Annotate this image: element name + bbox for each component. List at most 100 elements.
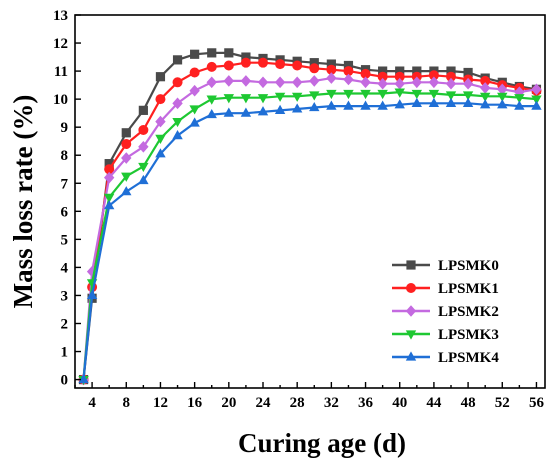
data-point <box>206 61 217 72</box>
series-line <box>82 102 537 380</box>
data-point <box>241 52 251 62</box>
legend-item: LPSMK4 <box>392 350 499 366</box>
data-point <box>360 68 371 79</box>
y-tick-label: 6 <box>61 204 69 220</box>
data-point <box>479 99 491 109</box>
x-tick-label: 20 <box>221 395 236 411</box>
data-point <box>479 82 491 94</box>
data-point <box>121 186 132 196</box>
data-point <box>326 59 336 69</box>
data-point <box>462 77 474 90</box>
data-point <box>104 159 114 169</box>
data-point <box>121 172 132 182</box>
x-tick-label: 16 <box>187 395 203 411</box>
data-point <box>155 115 166 128</box>
data-point <box>360 76 371 89</box>
data-point <box>428 70 439 81</box>
data-point <box>497 92 508 102</box>
x-tick-label: 44 <box>426 395 442 411</box>
data-point <box>155 148 166 158</box>
data-point <box>479 92 491 102</box>
data-point <box>240 107 252 117</box>
y-tick-label: 8 <box>61 148 69 164</box>
data-point <box>531 95 542 105</box>
x-tick-label: 32 <box>324 395 339 411</box>
data-point <box>155 94 166 105</box>
legend-item: LPSMK3 <box>392 327 499 343</box>
x-tick-label: 4 <box>88 395 96 411</box>
legend-label: LPSMK1 <box>438 281 499 297</box>
data-point <box>514 94 525 104</box>
x-tick-label: 8 <box>123 395 131 411</box>
data-point <box>121 139 132 150</box>
series-line <box>82 51 537 380</box>
data-point <box>411 97 423 107</box>
data-point <box>189 117 200 127</box>
legend: LPSMK0 LPSMK1 LPSMK2 LPSMK3 LPSMK4 <box>392 258 499 366</box>
legend-label: LPSMK3 <box>438 327 499 343</box>
y-tick-label: 7 <box>61 176 69 192</box>
plot-area <box>78 48 542 386</box>
data-point <box>462 91 474 101</box>
y-tick-label: 0 <box>61 373 69 389</box>
legend-item: LPSMK0 <box>392 258 499 274</box>
data-point <box>497 99 508 109</box>
x-tick-label: 12 <box>153 395 168 411</box>
data-point <box>103 200 115 210</box>
data-point <box>463 67 473 78</box>
data-point <box>240 75 252 87</box>
y-tick-label: 4 <box>61 260 69 276</box>
data-point <box>155 134 166 144</box>
data-point <box>121 128 131 138</box>
legend-label: LPSMK2 <box>438 304 499 320</box>
data-point <box>224 48 234 58</box>
data-point <box>343 100 354 110</box>
data-point <box>291 103 303 113</box>
data-point <box>275 59 286 70</box>
legend-swatch-marker <box>406 260 416 270</box>
data-point <box>223 60 234 71</box>
data-point <box>257 94 269 104</box>
data-point <box>428 89 440 100</box>
data-point <box>172 129 183 140</box>
data-point <box>138 174 149 185</box>
data-point <box>172 97 183 110</box>
legend-swatch-marker <box>405 330 417 340</box>
data-point <box>378 66 388 76</box>
data-point <box>514 100 525 110</box>
series-line <box>82 90 537 380</box>
x-tick-label: 24 <box>256 395 272 411</box>
data-point <box>446 66 456 76</box>
legend-swatch-marker <box>405 305 417 317</box>
y-axis-title: Mass loss rate (%) <box>8 95 38 309</box>
x-tick-label: 52 <box>495 395 510 411</box>
data-point <box>309 75 320 87</box>
legend-item: LPSMK1 <box>392 281 499 297</box>
data-point <box>412 66 422 76</box>
data-point <box>257 76 269 89</box>
legend-swatch-marker <box>405 351 417 361</box>
data-point <box>462 97 474 107</box>
y-tick-label: 12 <box>53 36 68 52</box>
series-line <box>82 76 537 380</box>
data-point <box>309 58 319 68</box>
data-point <box>86 289 98 300</box>
data-point <box>138 105 148 115</box>
data-point <box>497 83 508 96</box>
x-axis-title: Curing age (d) <box>238 428 406 458</box>
y-tick-label: 5 <box>61 232 69 248</box>
data-point <box>172 117 183 128</box>
y-tick-label: 3 <box>61 288 69 304</box>
data-point <box>103 171 115 184</box>
y-tick-label: 9 <box>61 120 69 136</box>
legend-swatch-marker <box>406 283 416 293</box>
data-point <box>445 77 457 90</box>
data-point <box>445 91 457 101</box>
data-point <box>343 73 354 86</box>
data-point <box>223 107 235 117</box>
data-point <box>190 49 200 59</box>
legend-label: LPSMK4 <box>438 350 499 366</box>
data-point <box>480 75 491 86</box>
x-tick-label: 28 <box>290 395 305 411</box>
